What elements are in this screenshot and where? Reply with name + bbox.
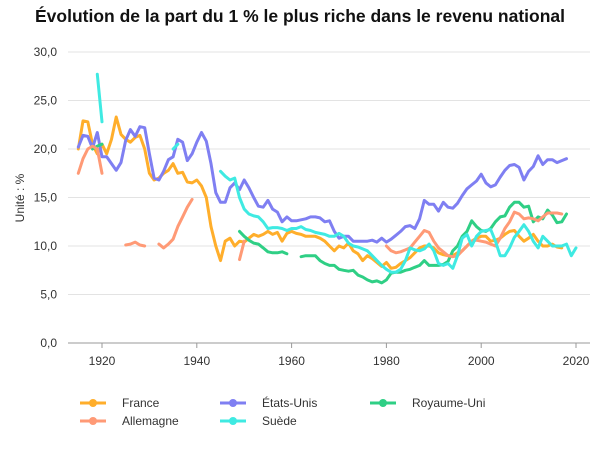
series-line-2 — [91, 142, 568, 285]
legend-marker — [89, 417, 97, 425]
legend-label: Allemagne — [122, 414, 179, 428]
y-tick-label: 5,0 — [40, 288, 57, 302]
legend-label: États-Unis — [262, 395, 317, 410]
legend-item[interactable]: Royaume-Uni — [370, 396, 485, 410]
legend-item[interactable]: Allemagne — [80, 414, 179, 428]
legend-marker — [229, 399, 237, 407]
x-tick-label: 2020 — [563, 354, 590, 368]
series-line-1 — [76, 125, 568, 244]
y-tick-label: 10,0 — [34, 239, 58, 253]
legend-item[interactable]: États-Unis — [220, 395, 317, 410]
x-tick-label: 1980 — [373, 354, 400, 368]
legend-marker — [229, 417, 237, 425]
legend-label: France — [122, 396, 160, 410]
x-tick-label: 1920 — [89, 354, 116, 368]
y-tick-label: 15,0 — [34, 191, 58, 205]
series-line-3 — [76, 144, 564, 262]
legend-marker — [89, 399, 97, 407]
x-tick-label: 1960 — [278, 354, 305, 368]
legend-label: Suède — [262, 414, 297, 428]
x-tick-label: 2000 — [468, 354, 495, 368]
x-tick-label: 1940 — [183, 354, 210, 368]
legend-marker — [379, 399, 387, 407]
chart-title: Évolution de la part du 1 % le plus rich… — [35, 6, 565, 26]
legend-item[interactable]: France — [80, 396, 160, 410]
legend-item[interactable]: Suède — [220, 414, 297, 428]
y-tick-label: 20,0 — [34, 142, 58, 156]
y-tick-label: 0,0 — [40, 336, 57, 350]
y-tick-label: 30,0 — [34, 45, 58, 59]
y-axis-label: Unité : % — [13, 173, 27, 222]
series-line-4 — [95, 72, 578, 274]
y-tick-label: 25,0 — [34, 94, 58, 108]
legend-label: Royaume-Uni — [412, 396, 485, 410]
